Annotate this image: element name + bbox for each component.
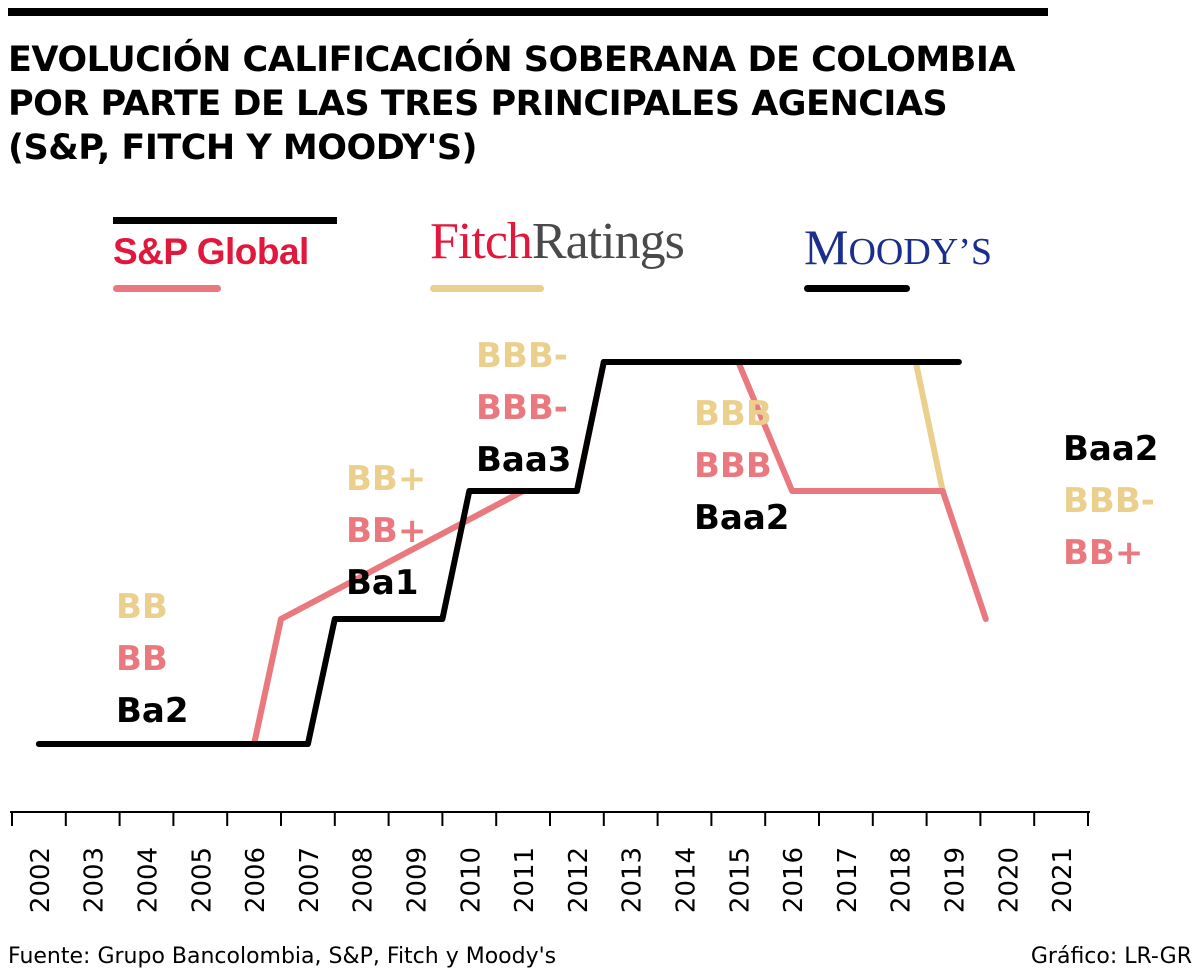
x-tick-label: 2010 [456,847,486,913]
x-tick-label: 2014 [672,847,702,913]
legend-moodys-swatch [804,285,910,292]
moodys-logo-initial: M [804,219,849,275]
x-tick-label: 2009 [403,847,433,913]
x-axis: 2002 2003 2004 2005 2006 2007 2008 2009 2010 2011… [10,811,1090,913]
rating-label: Baa3 [476,440,571,480]
top-rule [8,8,1048,16]
x-tick-label: 2007 [295,847,325,913]
rating-label: BBB [694,394,772,434]
rating-label: BB+ [346,459,426,499]
rating-label: BBB- [1063,481,1155,521]
moodys-logo-rest: OODY’S [848,231,993,273]
rating-labels: BB BB Ba2 BB+ BB+ Ba1 BBB- BBB- Baa3 BBB BBB Baa2 Ba… [116,336,1158,731]
rating-label: BBB- [476,336,568,376]
x-tick-label: 2019 [941,847,971,913]
x-tick-label: 2018 [887,847,917,913]
rating-label: BB [116,587,168,627]
fitch-logo-part2: Ratings [531,213,685,270]
x-tick-label: 2013 [618,847,648,913]
x-tick-label: 2020 [994,847,1024,913]
x-tick-label: 2015 [725,847,755,913]
x-tick-label: 2006 [241,847,271,913]
source-note: Fuente: Grupo Bancolombia, S&P, Fitch y … [8,944,557,969]
rating-label: BB [116,639,168,679]
x-tick-label: 2004 [134,847,164,913]
legend-sp-swatch [113,285,221,292]
rating-label: Ba1 [346,563,419,603]
fitch-logo-part1: Fitch [430,213,533,270]
title-line-2: POR PARTE DE LAS TRES PRINCIPALES AGENCI… [8,84,948,124]
x-tick-label: 2002 [26,847,56,913]
x-tick-label: 2012 [564,847,594,913]
title-line-3: (S&P, FITCH Y MOODY'S) [8,128,478,168]
chart-title: EVOLUCIÓN CALIFICACIÓN SOBERANA DE COLOM… [8,38,1108,170]
x-tick-label: 2005 [187,847,217,913]
x-tick-label: 2008 [349,847,379,913]
rating-label: BBB- [476,388,568,428]
moodys-logo: MOODY’S [804,218,992,276]
rating-label: BB+ [1063,533,1143,573]
moodys-rating-line [35,359,962,747]
rating-label: Ba2 [116,691,189,731]
sp-global-logo: S&P Global [113,231,309,272]
x-tick-label: 2021 [1048,847,1078,913]
fitch-ratings-logo: FitchRatings [430,212,685,271]
legend-sp-topbar [113,217,337,224]
rating-label: Baa2 [694,498,789,538]
rating-label: Baa2 [1063,429,1158,469]
x-tick-label: 2003 [80,847,110,913]
rating-label: BB+ [346,511,426,551]
rating-label: BBB [694,446,772,486]
series-lines [35,359,989,747]
x-tick-label: 2011 [510,847,540,913]
x-tick-label: 2016 [779,847,809,913]
legend-fitch-swatch [430,285,544,292]
x-tick-label: 2017 [833,847,863,913]
title-line-1: EVOLUCIÓN CALIFICACIÓN SOBERANA DE COLOM… [8,40,1015,80]
credit-note: Gráfico: LR-GR [1030,944,1192,969]
